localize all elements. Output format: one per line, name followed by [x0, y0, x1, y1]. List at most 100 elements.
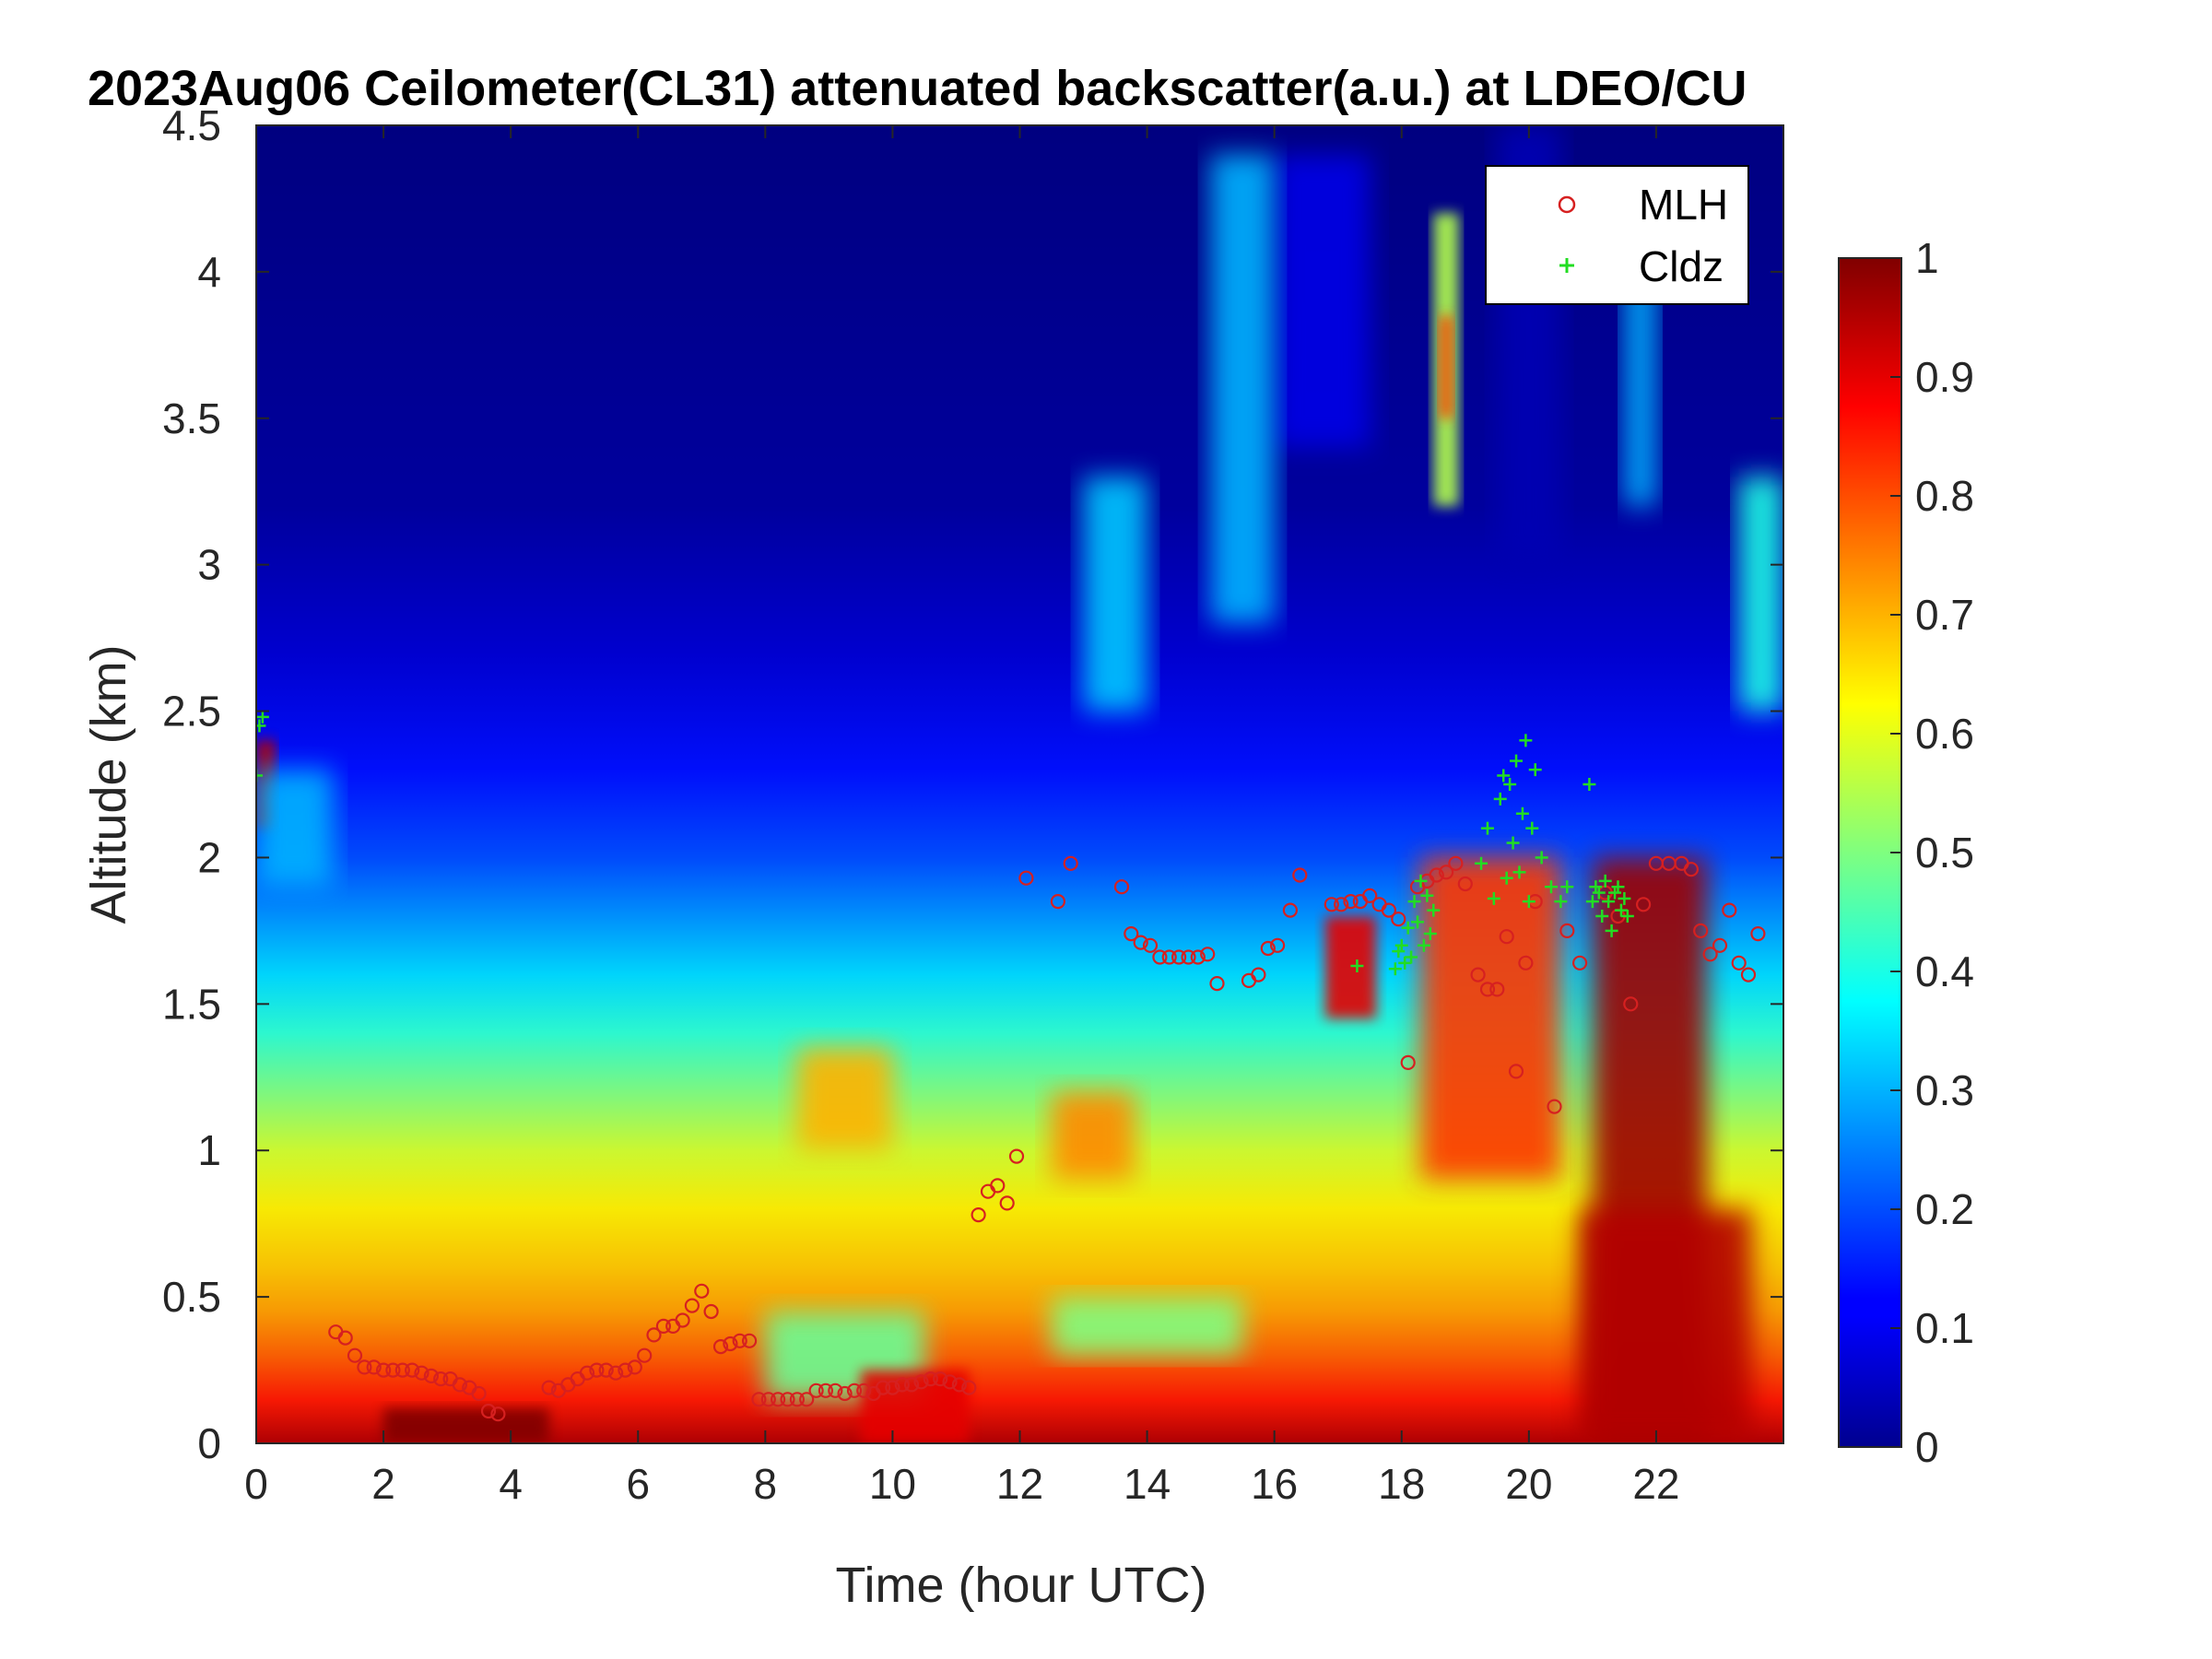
cldz-point [1427, 903, 1441, 917]
cldz-point [1480, 821, 1494, 835]
cldz-point [1417, 938, 1430, 952]
mlh-point [1018, 870, 1034, 886]
mlh-point [1571, 955, 1588, 971]
mlh-point [1343, 893, 1359, 910]
mlh-point [846, 1382, 863, 1398]
y-tick-label: 1.5 [162, 980, 221, 1028]
heatmap-feature [1083, 477, 1147, 712]
mlh-point [376, 1362, 392, 1378]
mlh-point [541, 1380, 557, 1395]
mlh-point [1683, 862, 1700, 877]
mlh-point [1209, 975, 1225, 992]
mlh-point [1750, 925, 1766, 942]
cldz-point [1525, 821, 1539, 835]
heatmap-feature [383, 1407, 549, 1443]
mlh-point [637, 1347, 653, 1363]
mlh-point [1489, 982, 1505, 997]
cldz-point [1475, 856, 1488, 870]
mlh-point [433, 1371, 449, 1387]
mlh-point [1113, 879, 1130, 895]
x-tick-label: 8 [754, 1460, 778, 1508]
colorbar-tick-label: 0.4 [1915, 947, 1974, 995]
mlh-point [961, 1380, 977, 1395]
x-tick-label: 22 [1632, 1460, 1679, 1508]
mlh-point [655, 1318, 672, 1335]
cldz-point [1423, 927, 1437, 941]
y-tick-label: 2.5 [162, 688, 221, 735]
legend-cldz-marker [1559, 258, 1574, 273]
mlh-point [951, 1377, 968, 1393]
x-tick-label: 0 [244, 1460, 268, 1508]
mlh-point [1334, 897, 1349, 912]
mlh-point [1171, 949, 1187, 965]
cldz-point [1487, 891, 1500, 905]
cldz-point [1528, 763, 1542, 777]
mlh-point [885, 1380, 900, 1395]
mlh-point [1740, 967, 1757, 982]
mlh-series [328, 855, 1766, 1422]
mlh-point [1124, 925, 1139, 942]
mlh-point [347, 1347, 363, 1363]
mlh-point [894, 1377, 910, 1393]
colorbar-tick-label: 0.6 [1915, 710, 1974, 758]
heatmap-feature [256, 770, 333, 888]
mlh-point [1142, 937, 1159, 953]
mlh-point [1181, 949, 1196, 965]
mlh-point [1438, 865, 1454, 880]
mlh-point [1702, 947, 1718, 962]
cldz-point [1620, 910, 1634, 923]
mlh-point [856, 1382, 872, 1398]
mlh-point [1499, 929, 1514, 945]
mlh-point [1152, 949, 1168, 965]
heatmap-feature [1210, 154, 1275, 624]
colorbar-tick-label: 0.9 [1915, 353, 1974, 401]
mlh-point [1381, 902, 1397, 918]
cldz-point [1611, 880, 1625, 894]
cldz-point [1405, 950, 1418, 964]
x-axis: 0 2 4 6 8 10 12 14 16 18 20 22 [244, 125, 1680, 1508]
mlh-point [1269, 937, 1286, 953]
y-tick-label: 3.5 [162, 394, 221, 442]
mlh-point [780, 1392, 795, 1407]
cldz-point [1583, 778, 1596, 791]
mlh-point [1400, 1054, 1416, 1071]
cldz-point [1522, 895, 1535, 909]
y-axis: 0 0.5 1 1.5 2 2.5 3 3.5 4 4.5 [162, 101, 1783, 1467]
cldz-point [256, 719, 266, 733]
mlh-point [684, 1298, 700, 1313]
cldz-point [1500, 871, 1513, 885]
cldz-point [1510, 754, 1524, 768]
mlh-point [423, 1368, 439, 1384]
mlh-point [1251, 967, 1266, 982]
plot-area [256, 125, 1783, 1443]
heatmap-feature [1440, 315, 1453, 418]
mlh-point [942, 1374, 958, 1390]
mlh-point [675, 1312, 690, 1328]
heatmap-feature [1580, 1208, 1752, 1443]
mlh-point [703, 1303, 719, 1320]
mlh-point [579, 1365, 595, 1381]
mlh-point [760, 1392, 776, 1407]
x-tick-label: 20 [1505, 1460, 1552, 1508]
mlh-point [971, 1206, 986, 1223]
mlh-point [751, 1392, 767, 1407]
mlh-point [732, 1333, 747, 1348]
cldz-point [1618, 891, 1631, 905]
y-tick-label: 0 [197, 1419, 221, 1467]
mlh-point [999, 1195, 1015, 1211]
chart-title: 2023Aug06 Ceilometer(CL31) attenuated ba… [88, 61, 1747, 116]
mlh-point [990, 1178, 1006, 1194]
colorbar-tick-label: 0.1 [1915, 1304, 1974, 1352]
mlh-point [933, 1371, 948, 1387]
mlh-point [828, 1382, 843, 1398]
mlh-point [385, 1362, 401, 1378]
cldz-point [1605, 924, 1618, 937]
mlh-point [694, 1283, 710, 1299]
cldz-point [1560, 880, 1574, 894]
mlh-point [1722, 902, 1737, 918]
mlh-point [1559, 923, 1575, 939]
mlh-point [646, 1327, 662, 1343]
mlh-point [471, 1385, 487, 1402]
cldz-point [1497, 769, 1511, 782]
mlh-point [627, 1359, 642, 1375]
